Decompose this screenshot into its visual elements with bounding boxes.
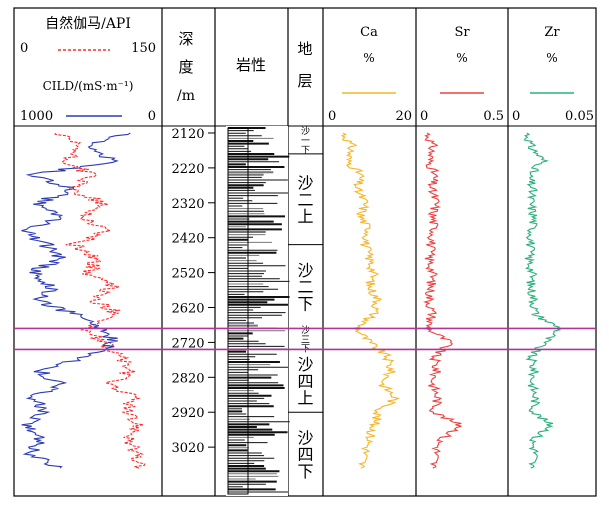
zr-unit: % [546, 51, 557, 65]
strata-title-2: 层 [297, 72, 312, 90]
curve-cild [21, 132, 131, 469]
cild-left-label: 1000 [20, 109, 53, 124]
gr-min-label: 0 [20, 41, 28, 56]
lith-inner-frame [227, 127, 249, 495]
lithology-column [226, 126, 290, 496]
depth-label-2820: 2820 [171, 371, 204, 386]
cild-right-label: 0 [148, 109, 156, 124]
sr-title: Sr [454, 25, 470, 40]
sr-unit: % [456, 51, 467, 65]
zr-min-label: 0 [512, 109, 520, 124]
zr-max-label: 0.05 [565, 109, 594, 124]
depth-title-3: /m [177, 88, 195, 104]
curve-sr [422, 132, 462, 469]
gr-title: 自然伽马/API [45, 15, 131, 32]
sr-min-label: 0 [420, 109, 428, 124]
depth-title-1: 深 [178, 30, 193, 48]
curve-ca [340, 132, 401, 469]
depth-label-2620: 2620 [171, 302, 204, 317]
strata-label-1: 沙二上 [297, 174, 313, 227]
ca-unit: % [363, 51, 374, 65]
curve-layer [21, 132, 562, 469]
depth-ticks: 2120 2220 2320 2420 2520 2620 2720 2820 2920 3020 [171, 127, 215, 456]
sr-max-label: 0.5 [483, 109, 504, 124]
depth-label-2720: 2720 [171, 336, 204, 351]
depth-label-2920: 2920 [171, 406, 204, 421]
ca-min-label: 0 [328, 109, 336, 124]
strata-label-4: 沙四上 [297, 355, 313, 408]
ca-title: Ca [360, 25, 378, 40]
strata-label-0: 沙一下 [301, 126, 310, 156]
outer-frame [13, 7, 597, 497]
depth-label-2120: 2120 [171, 127, 204, 142]
depth-label-2320: 2320 [171, 197, 204, 212]
lith-title: 岩性 [236, 56, 266, 74]
cild-label: CILD/(mS·m⁻¹) [43, 79, 134, 93]
curve-zr [523, 132, 562, 469]
strata-column: 沙一下沙二上沙二下沙三下沙四上沙四下 [288, 126, 323, 481]
curve-自然伽马 [54, 132, 146, 469]
strata-title-1: 地 [297, 40, 312, 58]
depth-label-2220: 2220 [171, 162, 204, 177]
depth-label-2420: 2420 [171, 232, 204, 247]
highlight-markers [14, 327, 596, 351]
depth-title-2: 度 [178, 58, 193, 76]
gr-max-label: 150 [131, 41, 156, 56]
depth-label-3020: 3020 [171, 441, 204, 456]
depth-label-2520: 2520 [171, 267, 204, 282]
strata-label-5: 沙四下 [297, 428, 313, 481]
ca-max-label: 20 [395, 109, 412, 124]
zr-title: Zr [544, 25, 560, 40]
strata-label-3: 沙三下 [301, 325, 310, 355]
strata-label-2: 沙二下 [297, 261, 313, 314]
